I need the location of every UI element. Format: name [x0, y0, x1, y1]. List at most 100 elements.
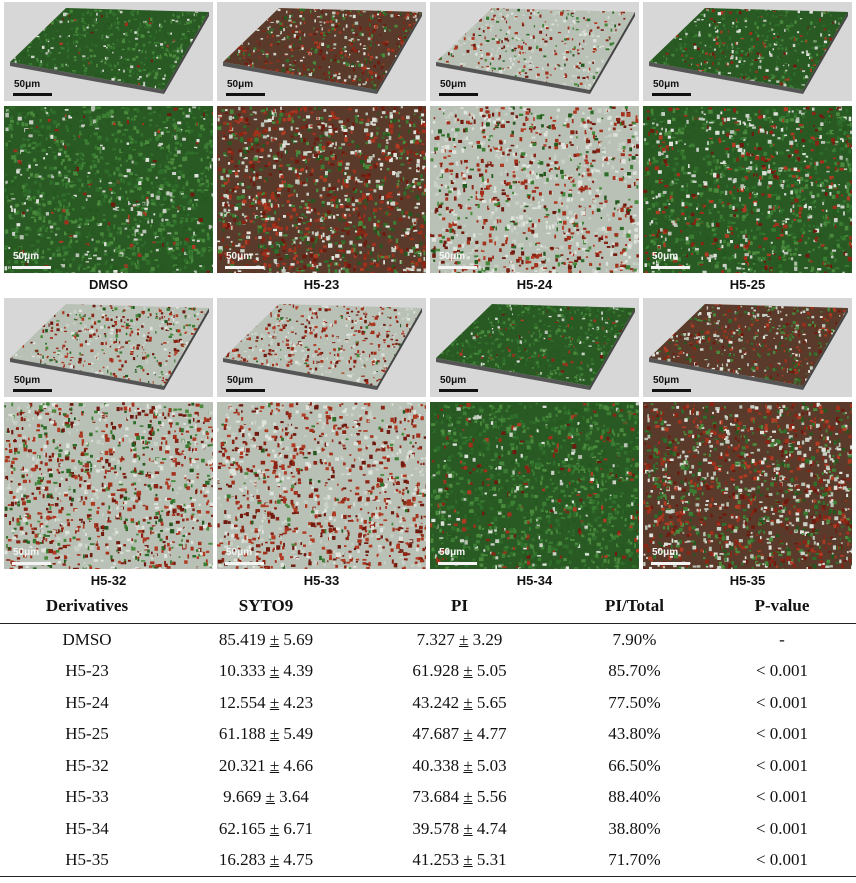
pi-mean: 43.242	[412, 692, 460, 712]
plus-minus-sign: ±	[463, 724, 473, 744]
scale-bar	[226, 389, 265, 392]
table-row: DMSO 85.419 ± 5.69 7.327 ± 3.29 7.90% -	[0, 624, 856, 656]
syto9-cell: 9.669 ± 3.64	[174, 782, 358, 814]
pi-cell: 7.327 ± 3.29	[358, 624, 561, 656]
scale-bar-label: 50μm	[226, 251, 253, 262]
3d-render-thumbnail: 50μm	[4, 298, 213, 397]
syto9-cell: 20.321 ± 4.66	[174, 750, 358, 782]
scale-bar	[12, 266, 51, 269]
scale-bar	[651, 266, 690, 269]
scale-bar	[12, 562, 51, 565]
plus-minus-sign: ±	[269, 724, 280, 744]
syto9-sd: 3.64	[279, 787, 309, 807]
pi-cell: 61.928 ± 5.05	[358, 656, 561, 688]
micrograph-image	[217, 402, 426, 569]
pi-cell: 47.687 ± 4.77	[358, 719, 561, 751]
confocal-micrograph: 50μm	[4, 402, 213, 569]
syto9-mean: 20.321	[218, 755, 266, 775]
panel-caption: DMSO	[89, 277, 128, 292]
pi-total-cell: 7.90%	[612, 629, 657, 649]
pi-cell: 39.578 ± 4.74	[358, 813, 561, 845]
syto9-mean: 10.333	[218, 661, 266, 681]
3d-biofilm-image	[436, 8, 635, 94]
pi-total-cell: 71.70%	[561, 844, 708, 877]
p-value-cell: < 0.001	[755, 787, 809, 807]
scale-bar-label: 50μm	[227, 375, 254, 386]
plus-minus-sign: ±	[265, 787, 275, 807]
scale-bar-label: 50μm	[13, 547, 40, 558]
header-pi: PI	[358, 589, 561, 624]
table-row: H5-32 20.321 ± 4.66 40.338 ± 5.03 66.50%…	[0, 750, 856, 782]
pi-mean: 7.327	[416, 629, 455, 649]
pi-mean: 47.687	[412, 724, 460, 744]
micrograph-image	[217, 106, 426, 273]
plus-minus-sign: ±	[269, 818, 280, 838]
pi-cell: 43.242 ± 5.65	[358, 687, 561, 719]
scale-bar	[13, 93, 52, 96]
3d-biofilm-image	[223, 304, 422, 390]
scale-bar	[225, 266, 264, 269]
plus-minus-sign: ±	[269, 692, 280, 712]
3d-biofilm-image	[223, 8, 422, 94]
table-row: H5-35 16.283 ± 4.75 41.253 ± 5.31 71.70%…	[0, 844, 856, 877]
3d-render-thumbnail: 50μm	[643, 2, 852, 101]
derivative-cell: H5-25	[65, 724, 109, 744]
scale-bar-label: 50μm	[440, 375, 467, 386]
table-header-row: Derivatives SYTO9 PI PI/Total P-value	[0, 589, 856, 624]
pi-total-cell: 66.50%	[608, 755, 661, 775]
confocal-micrograph: 50μm	[430, 402, 639, 569]
header-pi-total: PI/Total	[561, 589, 708, 624]
p-value-cell: < 0.001	[755, 818, 809, 838]
plus-minus-sign: ±	[269, 629, 280, 649]
syto9-sd: 4.23	[283, 692, 314, 712]
scale-bar-label: 50μm	[652, 547, 679, 558]
derivative-cell: H5-33	[65, 787, 109, 807]
derivative-cell: H5-23	[65, 661, 109, 681]
pi-sd: 5.65	[476, 692, 507, 712]
derivative-cell: H5-34	[65, 818, 109, 838]
p-value-cell: < 0.001	[755, 755, 809, 775]
table-row: H5-23 10.333 ± 4.39 61.928 ± 5.05 85.70%…	[0, 656, 856, 688]
3d-biofilm-image	[649, 8, 848, 94]
header-p-value: P-value	[708, 589, 856, 624]
plus-minus-sign: ±	[463, 850, 473, 870]
scale-bar-label: 50μm	[13, 251, 40, 262]
plus-minus-sign: ±	[463, 787, 473, 807]
pi-total-cell: 38.80%	[608, 818, 661, 838]
scale-bar-label: 50μm	[653, 375, 680, 386]
derivative-cell: H5-35	[0, 844, 174, 877]
panel-caption: H5-33	[303, 573, 340, 588]
derivative-cell: H5-24	[65, 692, 109, 712]
3d-biofilm-image	[10, 304, 209, 390]
pi-sd: 4.74	[476, 818, 507, 838]
panel-caption: H5-35	[729, 573, 766, 588]
pi-sd: 5.05	[476, 661, 507, 681]
plus-minus-sign: ±	[463, 661, 473, 681]
derivative-cell: DMSO	[62, 629, 112, 649]
plus-minus-sign: ±	[269, 850, 280, 870]
syto9-sd: 5.49	[283, 724, 314, 744]
plus-minus-sign: ±	[269, 661, 280, 681]
p-value-cell: < 0.001	[708, 844, 856, 877]
pi-sd: 3.29	[472, 629, 503, 649]
pi-total-cell: 85.70%	[608, 661, 661, 681]
table-row: H5-33 9.669 ± 3.64 73.684 ± 5.56 88.40% …	[0, 782, 856, 814]
panel-caption: H5-34	[516, 573, 553, 588]
confocal-micrograph: 50μm	[4, 106, 213, 273]
scale-bar	[652, 389, 691, 392]
confocal-micrograph: 50μm	[217, 106, 426, 273]
syto9-mean: 85.419	[218, 629, 266, 649]
p-value-cell: < 0.001	[755, 724, 809, 744]
syto9-cell: 16.283 ± 4.75	[174, 844, 358, 877]
3d-render-thumbnail: 50μm	[643, 298, 852, 397]
syto9-sd: 6.71	[283, 818, 314, 838]
pi-cell: 73.684 ± 5.56	[358, 782, 561, 814]
syto9-cell: 85.419 ± 5.69	[174, 624, 358, 656]
syto9-mean: 62.165	[218, 818, 266, 838]
syto9-cell: 62.165 ± 6.71	[174, 813, 358, 845]
scale-bar-label: 50μm	[440, 79, 467, 90]
pi-mean: 40.338	[412, 755, 460, 775]
pi-sd: 4.77	[476, 724, 507, 744]
syto9-mean: 12.554	[218, 692, 266, 712]
plus-minus-sign: ±	[463, 818, 473, 838]
